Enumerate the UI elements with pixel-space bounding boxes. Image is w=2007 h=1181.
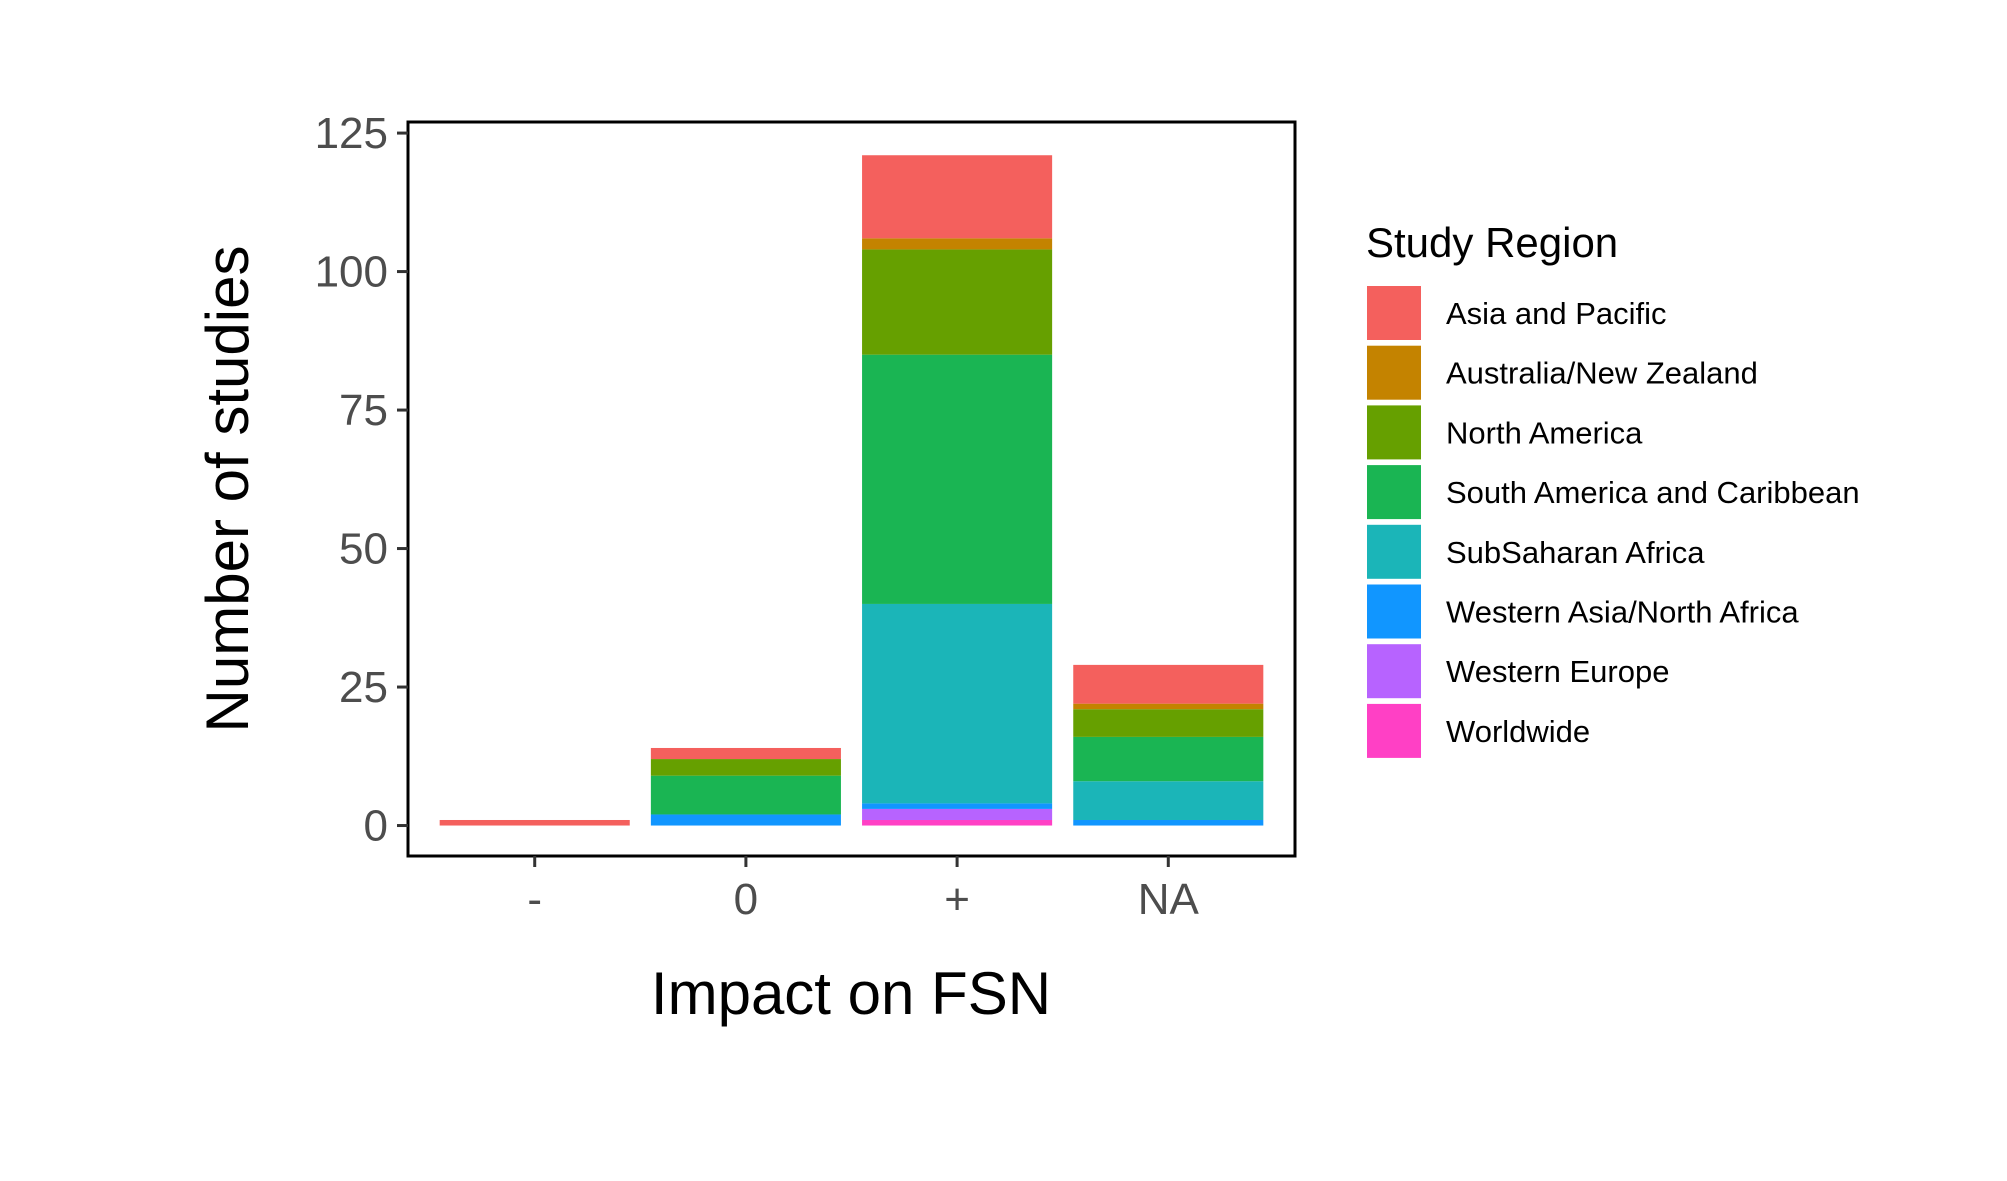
- bar-segment: [862, 238, 1053, 250]
- legend-label: SubSaharan Africa: [1446, 535, 1705, 570]
- bar-segment: [862, 819, 1053, 826]
- legend-label: Worldwide: [1446, 714, 1590, 749]
- bar-segment: [862, 808, 1053, 820]
- bar-segment: [1073, 736, 1264, 782]
- legend-label: Asia and Pacific: [1446, 296, 1667, 331]
- bar-segment: [1073, 819, 1264, 826]
- bar-segment: [650, 814, 841, 826]
- legend-label: Western Europe: [1446, 654, 1669, 689]
- bar-segment: [1073, 781, 1264, 820]
- legend-swatch: [1367, 345, 1421, 400]
- legend-label: North America: [1446, 415, 1643, 450]
- bar-segment: [862, 249, 1053, 355]
- bar-segment: [1073, 664, 1264, 704]
- legend-swatch: [1367, 584, 1421, 639]
- y-axis: 0 25 50 75 100 125: [315, 109, 408, 851]
- bar-segment: [650, 775, 841, 815]
- x-tick-label: +: [944, 875, 970, 924]
- y-tick-label: 125: [315, 109, 388, 158]
- plot-panel-border: [406, 120, 1297, 858]
- legend-title: Study Region: [1366, 219, 1618, 266]
- bar-segment: [439, 819, 630, 826]
- y-tick-label: 0: [364, 802, 388, 851]
- legend-swatch: [1367, 644, 1421, 699]
- legend-label: Western Asia/North Africa: [1446, 595, 1799, 630]
- y-tick-label: 100: [315, 248, 388, 297]
- bar-segment: [862, 803, 1053, 809]
- legend-items: Asia and Pacific Australia/New Zealand Nor…: [1367, 286, 1860, 758]
- x-tick-label: 0: [734, 875, 758, 924]
- y-axis-title: Number of studies: [194, 246, 261, 733]
- legend-swatch: [1367, 524, 1421, 579]
- x-axis: - 0 + NA: [527, 856, 1199, 924]
- bar-segment: [862, 155, 1053, 239]
- x-axis-title: Impact on FSN: [651, 960, 1051, 1027]
- bar-segment: [862, 354, 1053, 604]
- y-tick-label: 50: [339, 525, 388, 574]
- x-tick-label: -: [527, 875, 542, 924]
- y-tick-label: 25: [339, 663, 388, 712]
- legend-swatch: [1367, 465, 1421, 520]
- bar-segment: [650, 759, 841, 776]
- bar-segment: [1073, 703, 1264, 710]
- x-tick-label: NA: [1138, 875, 1200, 924]
- legend: Study Region Asia and Pacific Australia/N…: [1366, 219, 1860, 758]
- legend-label: Australia/New Zealand: [1446, 356, 1758, 391]
- bar-segment: [862, 603, 1053, 804]
- bar-segment: [1073, 709, 1264, 737]
- bar-segment: [650, 747, 841, 760]
- legend-swatch: [1367, 286, 1421, 340]
- y-tick-label: 75: [339, 386, 388, 435]
- bars-layer: [439, 155, 1264, 826]
- legend-swatch: [1367, 405, 1421, 460]
- legend-label: South America and Caribbean: [1446, 475, 1860, 510]
- legend-swatch: [1367, 703, 1421, 758]
